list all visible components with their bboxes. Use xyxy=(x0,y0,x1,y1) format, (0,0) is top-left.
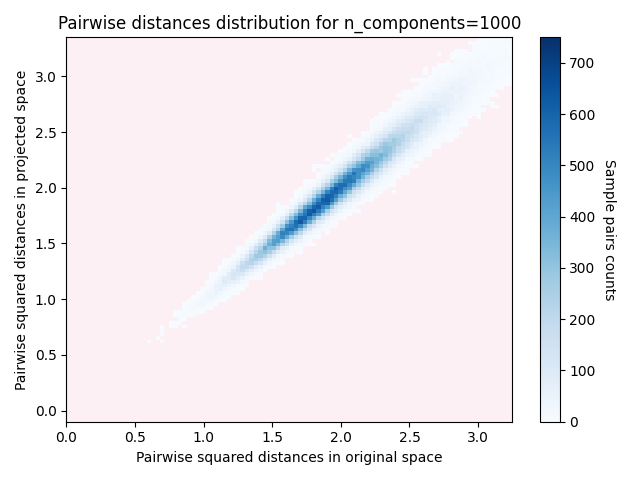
Y-axis label: Pairwise squared distances in projected space: Pairwise squared distances in projected … xyxy=(15,70,29,390)
Y-axis label: Sample pairs counts: Sample pairs counts xyxy=(602,159,616,300)
Title: Pairwise distances distribution for n_components=1000: Pairwise distances distribution for n_co… xyxy=(58,15,521,33)
X-axis label: Pairwise squared distances in original space: Pairwise squared distances in original s… xyxy=(136,451,443,465)
